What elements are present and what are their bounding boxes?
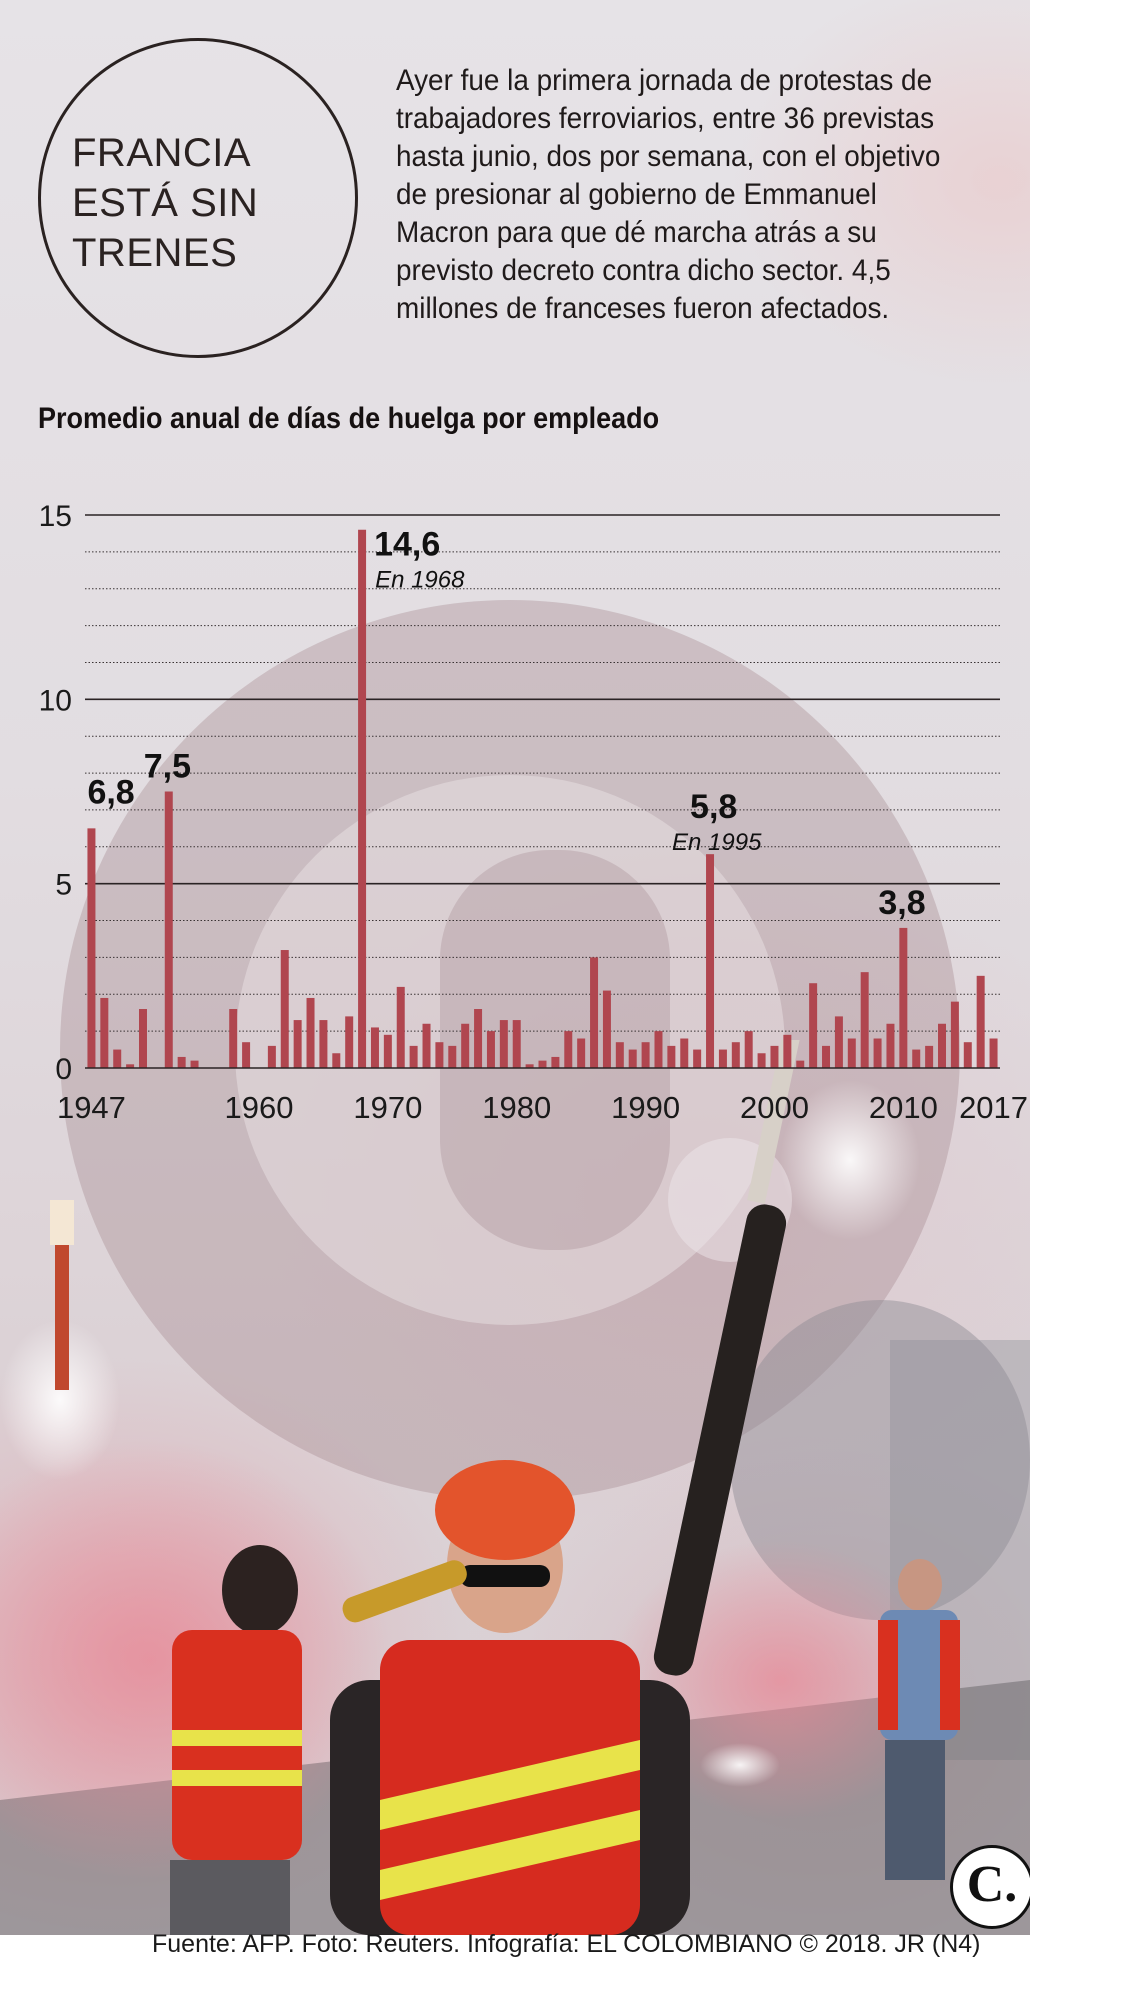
chart-title: Promedio anual de días de huelga por emp…: [38, 402, 660, 435]
data-label-note: En 1968: [375, 567, 465, 594]
bar: [525, 1064, 534, 1068]
bar: [641, 1042, 650, 1068]
bar: [693, 1049, 702, 1068]
bar: [190, 1060, 199, 1068]
x-tick-label: 1990: [611, 1090, 680, 1125]
data-label: 5,8: [690, 788, 737, 826]
bar: [138, 1009, 147, 1068]
x-tick-label: 2017: [959, 1090, 1028, 1125]
bar: [886, 1023, 895, 1068]
title-line: TRENES: [72, 231, 238, 275]
y-tick-label: 0: [55, 1053, 72, 1086]
bar: [899, 927, 908, 1068]
x-tick-label: 1970: [353, 1090, 422, 1125]
bar: [938, 1023, 947, 1068]
bar: [409, 1045, 418, 1068]
bar: [577, 1038, 586, 1068]
bar: [461, 1023, 470, 1068]
title-circle: [38, 38, 358, 358]
bar: [486, 1031, 495, 1068]
bar: [538, 1060, 547, 1068]
data-label: 6,8: [87, 773, 134, 811]
bar: [834, 1016, 843, 1068]
bar: [383, 1034, 392, 1068]
bar: [242, 1042, 251, 1068]
bar: [435, 1042, 444, 1068]
bar: [512, 1020, 521, 1068]
title-line: FRANCIA: [72, 131, 252, 175]
data-label: 7,5: [144, 748, 191, 786]
bar: [306, 997, 315, 1068]
bar: [358, 529, 367, 1068]
data-label: 14,6: [374, 526, 440, 564]
y-tick-label: 10: [39, 684, 72, 717]
bar: [654, 1031, 663, 1068]
bar: [718, 1049, 727, 1068]
bar: [667, 1045, 676, 1068]
infographic-panel: FRANCIA ESTÁ SIN TRENES Ayer fue la prim…: [0, 0, 1030, 1935]
bar: [860, 972, 869, 1068]
el-colombiano-logo: C.: [950, 1845, 1030, 1929]
bar: [564, 1031, 573, 1068]
bar: [370, 1027, 379, 1068]
x-tick-label: 2010: [869, 1090, 938, 1125]
bar: [280, 950, 289, 1068]
bar: [744, 1031, 753, 1068]
bar: [177, 1056, 186, 1068]
y-tick-label: 15: [39, 500, 72, 533]
bar: [345, 1016, 354, 1068]
source-credit: Fuente: AFP. Foto: Reuters. Infografía: …: [152, 1930, 981, 1958]
bar: [770, 1045, 779, 1068]
bar: [396, 986, 405, 1068]
bar: [551, 1056, 560, 1068]
bar: [332, 1053, 341, 1068]
bar: [989, 1038, 998, 1068]
bar: [474, 1009, 483, 1068]
bar: [422, 1023, 431, 1068]
infographic-title: FRANCIA ESTÁ SIN TRENES: [72, 128, 312, 278]
bar: [847, 1038, 856, 1068]
bar: [602, 990, 611, 1068]
bar: [976, 975, 985, 1068]
bar: [783, 1034, 792, 1068]
x-tick-label: 1980: [482, 1090, 551, 1125]
y-tick-label: 5: [55, 869, 72, 902]
data-label: 3,8: [878, 884, 925, 922]
bar: [499, 1020, 508, 1068]
bar: [873, 1038, 882, 1068]
title-line: ESTÁ SIN: [72, 181, 259, 225]
bar: [796, 1060, 805, 1068]
bar: [925, 1045, 934, 1068]
strike-days-bar-chart: 0 5 10 15 1947 1960 1970 1980 1990 2000 2010 2017 6,…: [39, 500, 1028, 1125]
bar: [757, 1053, 766, 1068]
bar: [706, 854, 715, 1068]
bar: [448, 1045, 457, 1068]
bar: [731, 1042, 740, 1068]
bar: [628, 1049, 637, 1068]
x-tick-label: 1947: [57, 1090, 126, 1125]
bar: [229, 1009, 238, 1068]
x-tick-label: 1960: [224, 1090, 293, 1125]
x-tick-label: 2000: [740, 1090, 809, 1125]
bar: [912, 1049, 921, 1068]
bar: [680, 1038, 689, 1068]
bar: [164, 791, 173, 1068]
protest-photo: [0, 1040, 1030, 1935]
bar: [615, 1042, 624, 1068]
bar: [126, 1064, 135, 1068]
bar: [822, 1045, 831, 1068]
data-label-note: En 1995: [672, 829, 762, 856]
bar: [267, 1045, 276, 1068]
bar: [319, 1020, 328, 1068]
intro-paragraph: Ayer fue la primera jornada de protestas…: [396, 64, 941, 325]
bar: [293, 1020, 302, 1068]
bar: [950, 1001, 959, 1068]
bar: [590, 957, 599, 1068]
bar: [87, 828, 96, 1068]
bar: [963, 1042, 972, 1068]
bar: [809, 983, 818, 1068]
bar: [113, 1049, 122, 1068]
bar: [100, 997, 109, 1068]
